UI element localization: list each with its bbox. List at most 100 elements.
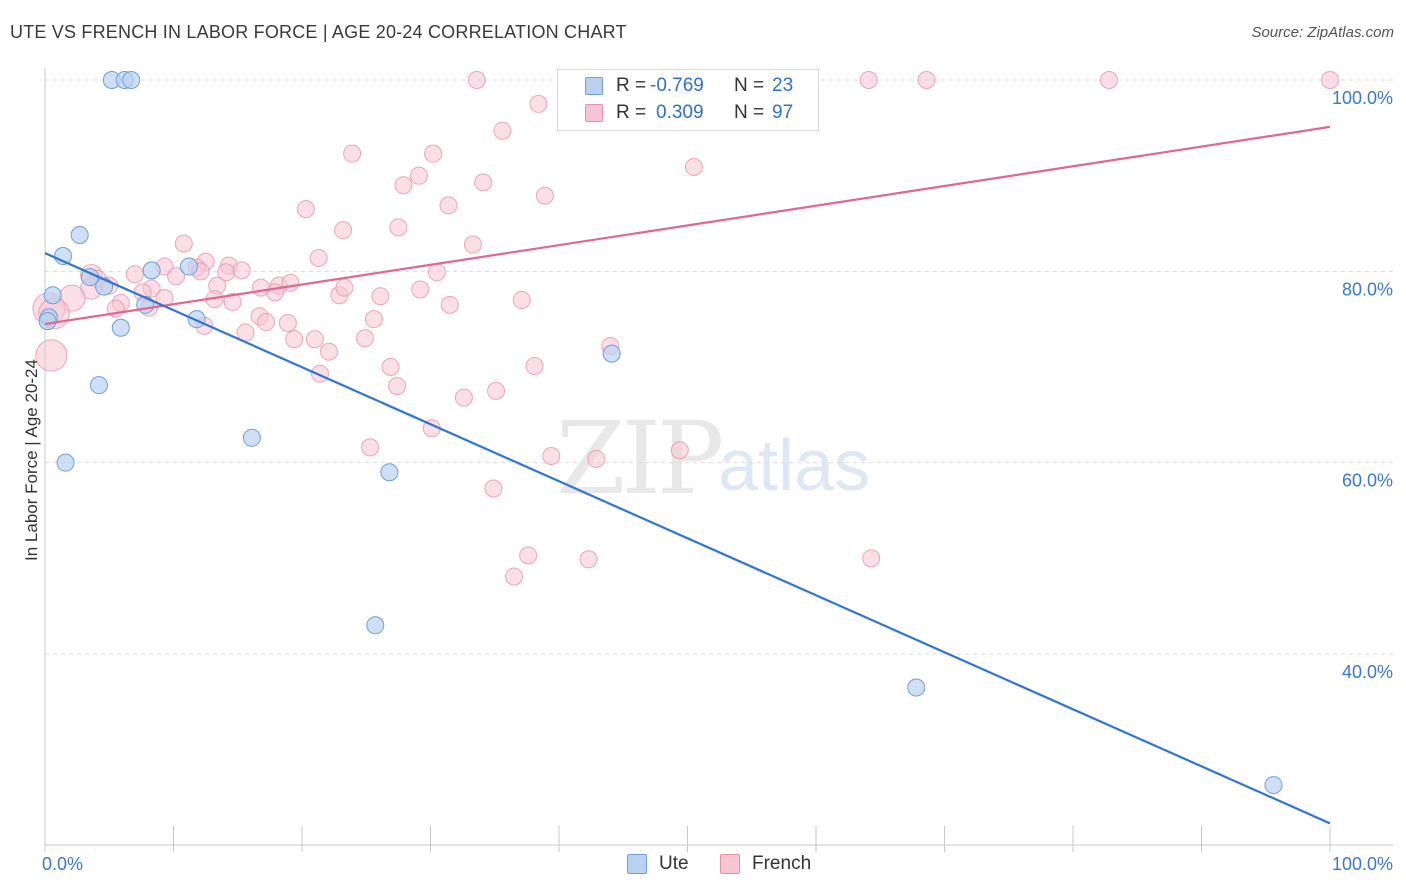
ute-point [70, 225, 89, 244]
french-point [535, 186, 554, 205]
french-point [487, 381, 506, 400]
french-point [917, 71, 936, 89]
ute-point [187, 310, 206, 329]
y-axis-label: In Labor Force | Age 20-24 [22, 359, 41, 561]
r-label: R = [616, 102, 647, 123]
french-point [35, 339, 68, 372]
ute-trend-line [44, 252, 1331, 825]
french-point [427, 263, 446, 282]
legend-row-french: R = 0.309 N = 97 [558, 100, 818, 126]
french-point [454, 388, 473, 407]
r-value: 0.309 [656, 102, 704, 123]
r-label: R = [616, 75, 647, 96]
french-point [474, 173, 493, 192]
x-tick-label: 100.0% [1332, 854, 1393, 874]
ute-point [366, 616, 385, 635]
french-point [1321, 71, 1339, 89]
french-point [335, 278, 354, 297]
french-point [305, 330, 324, 349]
n-value: 97 [772, 102, 794, 123]
axes [44, 68, 1393, 852]
ute-point [907, 678, 926, 697]
french-point [285, 330, 304, 349]
french-point [388, 377, 407, 396]
french-point [440, 295, 459, 314]
ute-point [142, 261, 161, 280]
french-legend-label: French [752, 853, 812, 874]
french-point [411, 280, 430, 299]
french-point [381, 358, 400, 376]
french-point [463, 235, 482, 254]
ute-point [43, 286, 62, 305]
french-point [862, 549, 881, 568]
ute-point [95, 277, 114, 296]
n-label: N = [734, 75, 765, 96]
french-point [355, 329, 374, 348]
french-point [371, 287, 390, 306]
ute-point [602, 344, 621, 363]
series-legend: Ute French [0, 852, 1406, 878]
french-point [512, 291, 531, 310]
ute-point [380, 463, 399, 482]
french-point [1099, 71, 1118, 89]
chart-title: UTE VS FRENCH IN LABOR FORCE | AGE 20-24… [10, 22, 627, 42]
french-point [467, 71, 486, 89]
french-point [281, 273, 300, 292]
french-point [409, 166, 428, 185]
french-trend-line [44, 125, 1331, 326]
y-tick-label: 40.0% [1342, 662, 1393, 682]
n-label: N = [734, 102, 765, 123]
ute-point [111, 318, 130, 337]
french-point [684, 158, 703, 177]
french-point [296, 200, 315, 219]
french-point [223, 292, 242, 311]
watermark-atlas: atlas [718, 426, 871, 506]
ute-point [56, 453, 75, 472]
french-point [542, 446, 561, 465]
french-point [493, 121, 512, 140]
tick-labels: 40.0% 60.0% 80.0% 100.0% 0.0% 100.0% [42, 88, 1393, 874]
french-point [484, 479, 503, 498]
grid-lines [45, 79, 1393, 655]
french-point [309, 248, 328, 267]
french-point [505, 567, 524, 586]
french-point [174, 234, 193, 253]
french-point [278, 313, 297, 332]
french-point [670, 441, 689, 460]
y-tick-label: 80.0% [1342, 279, 1393, 299]
french-point [525, 357, 544, 376]
ute-point [136, 295, 155, 314]
french-point [389, 218, 408, 237]
french-point [251, 278, 270, 297]
french-point [334, 221, 353, 240]
french-point [579, 550, 598, 569]
watermark-zip: ZIP [556, 400, 724, 517]
ute-swatch [585, 77, 603, 95]
legend-row-ute: R = -0.769 N = 23 [558, 73, 818, 99]
ute-legend-swatch [627, 854, 647, 874]
french-point [364, 310, 383, 329]
ute-points [38, 71, 1283, 795]
french-point [232, 261, 251, 280]
french-point [167, 267, 186, 286]
n-value: 23 [772, 75, 794, 96]
correlation-legend: R = -0.769 N = 23 R = 0.309 N = 97 [557, 69, 819, 131]
ute-point [179, 257, 198, 276]
french-points [32, 71, 1339, 586]
french-point [519, 546, 538, 565]
french-point [257, 313, 276, 332]
r-value: -0.769 [650, 75, 704, 96]
ute-point [1264, 776, 1283, 795]
french-point [439, 196, 458, 215]
x-tick-label: 0.0% [42, 854, 83, 874]
ute-point [89, 376, 108, 395]
french-point [394, 176, 413, 195]
french-swatch [585, 104, 603, 122]
french-point [587, 449, 606, 468]
french-legend-swatch [720, 854, 740, 874]
y-tick-label: 60.0% [1342, 471, 1393, 491]
french-point [424, 144, 443, 163]
french-point [529, 94, 548, 113]
ute-legend-label: Ute [659, 853, 689, 874]
